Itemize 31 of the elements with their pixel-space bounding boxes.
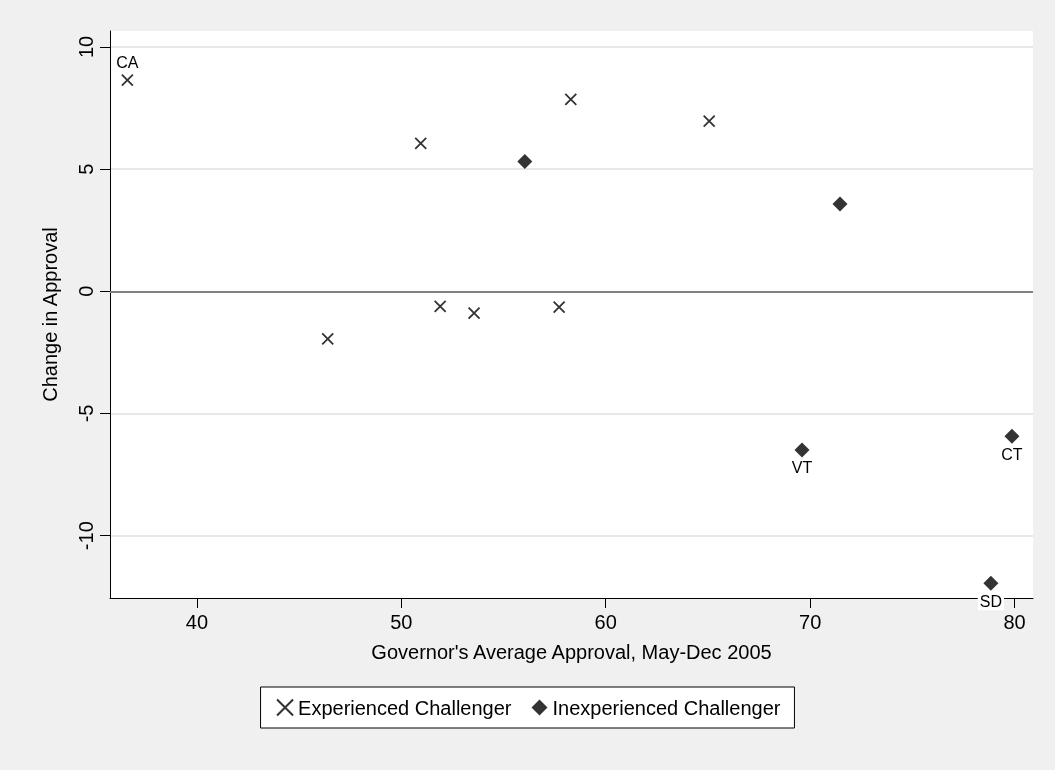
point [414, 137, 428, 150]
legend-label: Experienced Challenger [298, 696, 512, 719]
y-axis-title: Change in Approval [39, 227, 61, 402]
x-tick-label: 70 [799, 611, 822, 633]
point [702, 114, 716, 128]
point [564, 93, 578, 106]
y-tick-label: 0 [75, 285, 97, 297]
y-tick-label: -10 [75, 521, 97, 551]
point [467, 306, 481, 320]
annotation: CT [1001, 445, 1023, 463]
y-tick-label: 5 [75, 163, 97, 175]
x-tick-label: 80 [1003, 611, 1026, 633]
point [832, 196, 848, 212]
point [433, 300, 447, 313]
annotation: VT [791, 459, 813, 477]
point [552, 300, 566, 314]
annotation: SD [979, 592, 1002, 610]
point [1004, 428, 1020, 444]
legend-label: Inexperienced Challenger [552, 696, 781, 719]
x-tick-label: 50 [390, 611, 413, 633]
annotation: CA [116, 53, 139, 71]
x-axis-title: Governor's Average Approval, May-Dec 2005 [371, 641, 772, 663]
point [321, 332, 335, 346]
x-tick-label: 60 [594, 611, 617, 633]
point [120, 73, 134, 87]
point [983, 575, 999, 591]
y-tick-label: -5 [75, 404, 97, 423]
x-tick-label: 40 [185, 611, 209, 633]
point [794, 442, 810, 458]
point [517, 154, 533, 170]
y-tick-label: 10 [75, 35, 97, 59]
